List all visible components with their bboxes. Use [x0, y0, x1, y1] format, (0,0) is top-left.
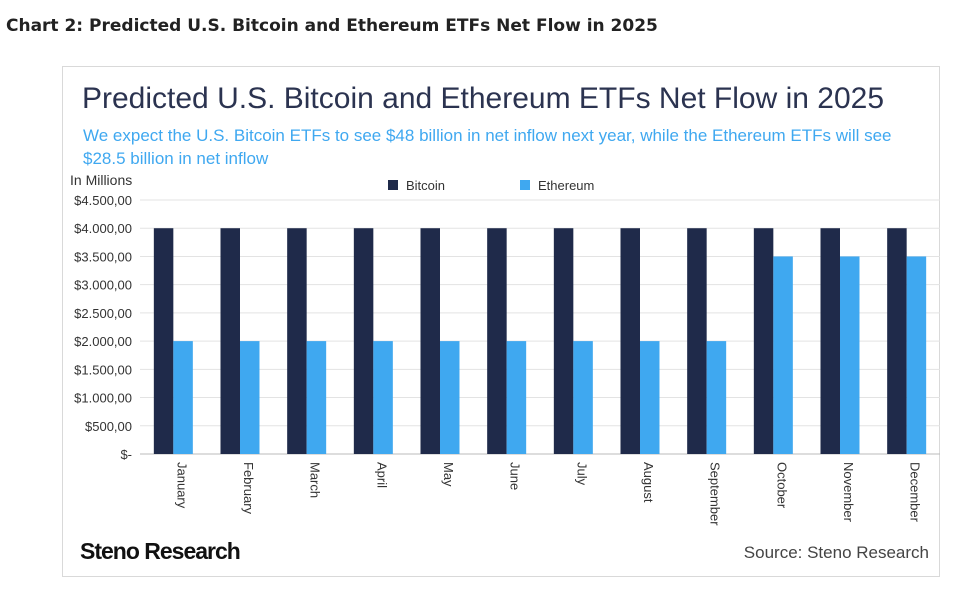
y-tick-label: $4.500,00 — [74, 193, 132, 208]
y-axis-label: In Millions — [70, 172, 133, 188]
bar-bitcoin — [153, 228, 174, 454]
x-tick-label: December — [908, 462, 923, 523]
bar-ethereum — [840, 256, 860, 454]
y-tick-label: $500,00 — [85, 419, 132, 434]
bar-bitcoin — [753, 228, 774, 454]
x-tick-label: May — [441, 462, 456, 487]
y-tick-label: $- — [120, 447, 132, 462]
chart-frame — [62, 66, 940, 577]
bar-ethereum — [440, 341, 460, 454]
legend-label: Ethereum — [538, 178, 594, 193]
page-heading: Chart 2: Predicted U.S. Bitcoin and Ethe… — [6, 16, 658, 36]
chart-subtitle: We expect the U.S. Bitcoin ETFs to see $… — [83, 126, 892, 168]
bar-ethereum — [306, 341, 327, 454]
bar-bitcoin — [820, 228, 840, 454]
x-tick-label: February — [241, 462, 256, 515]
y-tick-label: $3.000,00 — [74, 278, 132, 293]
legend-swatch-ethereum — [520, 180, 530, 190]
bar-ethereum — [506, 341, 527, 454]
bar-bitcoin — [620, 228, 640, 454]
legend-swatch-bitcoin — [388, 180, 398, 190]
y-tick-label: $1.500,00 — [74, 362, 132, 377]
y-tick-label: $2.000,00 — [74, 334, 132, 349]
x-tick-label: January — [174, 462, 189, 509]
bar-ethereum — [173, 341, 193, 454]
y-tick-label: $4.000,00 — [74, 221, 132, 236]
bar-bitcoin — [487, 228, 507, 454]
bar-bitcoin — [353, 228, 374, 454]
x-tick-label: August — [641, 462, 656, 503]
bar-ethereum — [640, 341, 660, 454]
bar-ethereum — [773, 256, 793, 454]
x-tick-label: September — [708, 462, 723, 526]
bar-bitcoin — [687, 228, 707, 454]
x-tick-label: March — [308, 462, 323, 498]
bar-ethereum — [373, 341, 393, 454]
bar-bitcoin — [420, 228, 440, 454]
bar-ethereum — [906, 256, 927, 454]
bar-ethereum — [573, 341, 593, 454]
steno-logo: Steno Research — [80, 538, 241, 564]
bar-bitcoin — [287, 228, 307, 454]
legend-label: Bitcoin — [406, 178, 445, 193]
bar-ethereum — [706, 341, 727, 454]
y-tick-label: $1.000,00 — [74, 391, 132, 406]
bar-bitcoin — [553, 228, 574, 454]
y-tick-label: $2.500,00 — [74, 306, 132, 321]
x-tick-label: July — [574, 462, 589, 486]
x-tick-label: June — [508, 462, 523, 490]
x-tick-label: October — [774, 462, 789, 509]
y-tick-label: $3.500,00 — [74, 249, 132, 264]
bar-ethereum — [240, 341, 260, 454]
bar-bitcoin — [220, 228, 240, 454]
x-tick-label: April — [374, 462, 389, 488]
source-note: Source: Steno Research — [743, 543, 929, 562]
chart-title: Predicted U.S. Bitcoin and Ethereum ETFs… — [82, 82, 885, 115]
x-tick-label: November — [841, 462, 856, 523]
bar-bitcoin — [887, 228, 907, 454]
